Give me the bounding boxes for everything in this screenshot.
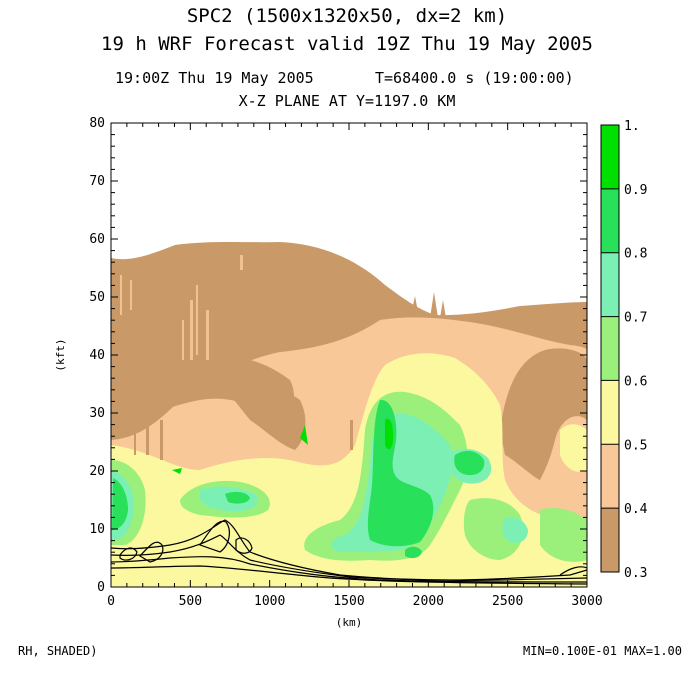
colorbar-label: 0.4	[624, 502, 648, 517]
colorbar-label: 0.3	[624, 566, 647, 581]
colorbar-swatch	[601, 252, 619, 317]
x-axis: 0 500 1000 1500 2000 2500 3000	[107, 123, 603, 609]
plot-area	[111, 123, 587, 587]
y-tick-label: 80	[89, 116, 105, 131]
colorbar: 0.3 0.4 0.5 0.6 0.7 0.8 0.9 1.	[600, 119, 648, 581]
field-label: RH, SHADED)	[18, 644, 97, 658]
y-axis-label: (kft)	[54, 338, 67, 371]
title-line-1: SPC2 (1500x1320x50, dx=2 km)	[187, 5, 507, 27]
colorbar-label: 1.	[624, 119, 640, 134]
colorbar-swatch	[601, 380, 619, 445]
y-axis: 0 10 20 30 40 50 60 70 80	[89, 116, 587, 595]
colorbar-swatch	[601, 508, 619, 572]
x-tick-label: 500	[179, 594, 202, 609]
colorbar-label: 0.7	[624, 311, 647, 326]
y-tick-label: 60	[89, 232, 105, 247]
min-max-label: MIN=0.100E-01 MAX=1.00	[523, 644, 682, 658]
x-tick-label: 1000	[254, 594, 285, 609]
colorbar-swatch	[601, 125, 619, 189]
title-line-2: 19 h WRF Forecast valid 19Z Thu 19 May 2…	[101, 33, 593, 55]
colorbar-label: 0.5	[624, 438, 647, 453]
colorbar-swatch	[601, 188, 619, 253]
y-tick-label: 20	[89, 464, 105, 479]
colorbar-label: 0.8	[624, 247, 647, 262]
colorbar-swatch	[601, 316, 619, 381]
y-tick-label: 30	[89, 406, 105, 421]
subtitle-time: 19:00Z Thu 19 May 2005	[115, 69, 314, 87]
y-tick-label: 70	[89, 174, 105, 189]
x-tick-label: 2000	[413, 594, 444, 609]
x-tick-label: 2500	[492, 594, 523, 609]
x-axis-label: (km)	[336, 616, 363, 629]
surface-contours	[111, 519, 587, 585]
x-tick-label: 1500	[333, 594, 364, 609]
colorbar-swatch	[601, 444, 619, 509]
colorbar-label: 0.9	[624, 183, 647, 198]
subtitle-seconds: T=68400.0 s (19:00:00)	[375, 69, 574, 87]
y-tick-label: 40	[89, 348, 105, 363]
y-tick-label: 10	[89, 522, 105, 537]
x-tick-label: 3000	[571, 594, 602, 609]
y-tick-label: 0	[97, 580, 105, 595]
y-tick-label: 50	[89, 290, 105, 305]
colorbar-label: 0.6	[624, 374, 647, 389]
plane-label: X-Z PLANE AT Y=1197.0 KM	[239, 92, 456, 110]
x-tick-label: 0	[107, 594, 115, 609]
rh-shade-0.6	[111, 391, 587, 562]
